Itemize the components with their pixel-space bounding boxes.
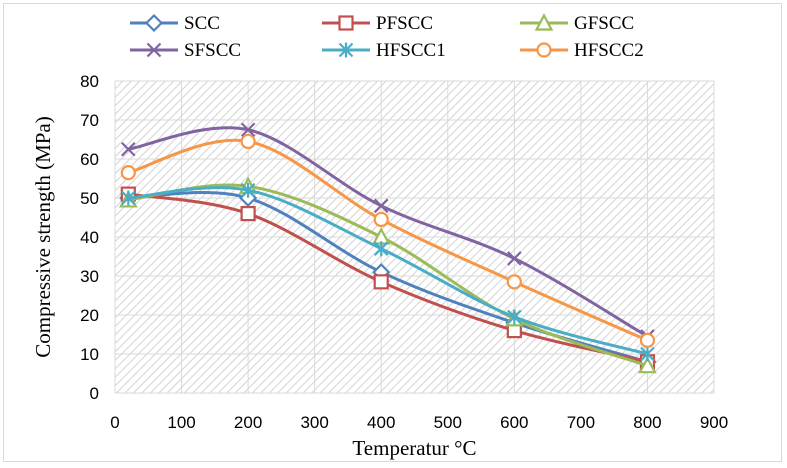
legend-marker [536, 42, 552, 58]
data-point [373, 274, 389, 290]
legend-marker [534, 13, 554, 31]
legend-label: HFSCC2 [574, 40, 644, 61]
legend-entry: SFSCC [130, 40, 241, 61]
y-tick-label: 60 [80, 150, 99, 169]
legend-entry: GFSCC [520, 13, 634, 34]
y-axis-title: Compressive strength (MPa) [31, 116, 55, 357]
legend-marker [338, 15, 354, 31]
y-tick-label: 30 [80, 267, 99, 286]
legend-entry: SCC [130, 13, 220, 34]
legend-entry: PFSCC [322, 13, 433, 34]
x-tick-label: 900 [700, 413, 728, 432]
data-point [638, 355, 657, 374]
x-tick-label: 400 [367, 413, 395, 432]
x-tick-label: 600 [500, 413, 528, 432]
data-point [240, 206, 256, 222]
y-tick-label: 20 [80, 306, 99, 325]
data-point [373, 241, 389, 257]
data-point [240, 133, 256, 150]
x-tick-label: 100 [167, 413, 195, 432]
legend-marker [144, 13, 164, 33]
legend: SCC PFSCC GFSCC SFSCC HFSCC1 HFSCC2 [130, 13, 644, 61]
legend-entry: HFSCC1 [322, 40, 446, 61]
legend-label: SFSCC [184, 40, 241, 61]
x-tick-label: 0 [110, 413, 119, 432]
data-point [373, 211, 389, 228]
data-point [240, 182, 256, 198]
x-tick-label: 300 [300, 413, 328, 432]
data-point [506, 274, 522, 290]
legend-label: HFSCC1 [376, 40, 446, 61]
y-tick-label: 10 [80, 345, 99, 364]
data-point [640, 346, 655, 362]
legend-marker [146, 42, 162, 58]
data-point [120, 165, 136, 181]
data-point [373, 198, 389, 214]
series-layer [118, 122, 657, 374]
data-point [121, 190, 136, 206]
y-tick-label: 50 [80, 189, 99, 208]
chart-frame: 0 10 20 30 40 50 60 70 80 0 100 200 300 400 500 600 700 8… [3, 3, 782, 462]
data-point [121, 141, 136, 157]
x-tick-label: 700 [567, 413, 595, 432]
data-point [507, 309, 522, 325]
gridlines [114, 80, 715, 394]
y-tick-label: 70 [80, 111, 99, 130]
legend-entry: HFSCC2 [520, 40, 644, 61]
y-tick-label: 0 [90, 384, 99, 403]
data-point [507, 251, 522, 266]
legend-label: GFSCC [574, 13, 634, 34]
legend-label: SCC [184, 13, 220, 34]
data-point [240, 122, 256, 138]
data-point [639, 332, 656, 348]
legend-label: PFSCC [376, 13, 433, 34]
y-tick-label: 80 [80, 72, 99, 91]
x-tick-label: 500 [434, 413, 462, 432]
x-axis-title: Temperatur °C [352, 436, 476, 460]
y-tick-label: 40 [80, 228, 99, 247]
series-sfscc [121, 122, 655, 344]
series-hfscc2 [120, 133, 656, 348]
x-tick-label: 800 [633, 413, 661, 432]
legend-marker [338, 42, 354, 58]
series-hfscc1 [121, 182, 655, 362]
x-tick-label: 200 [234, 413, 262, 432]
